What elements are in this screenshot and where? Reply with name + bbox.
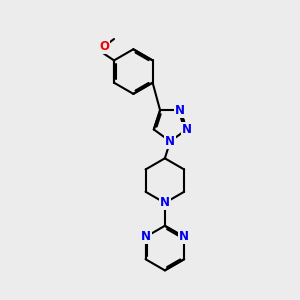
Text: N: N [175,104,185,117]
Text: N: N [179,230,189,243]
Text: N: N [165,135,175,148]
Text: N: N [141,230,151,243]
Text: O: O [100,40,110,52]
Text: N: N [182,123,192,136]
Text: N: N [160,196,170,209]
